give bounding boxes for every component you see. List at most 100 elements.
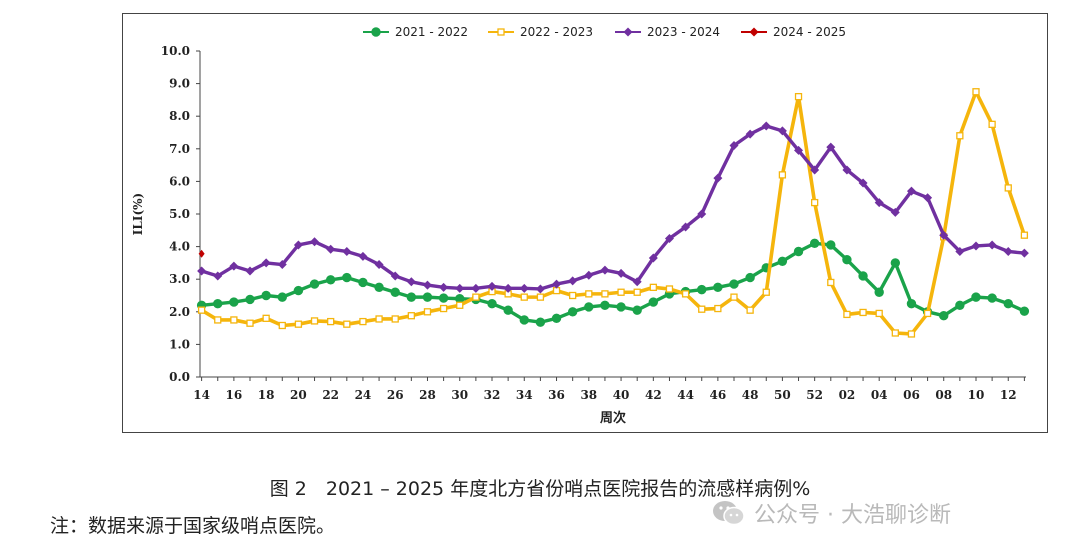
data-point [955, 246, 965, 256]
series-line [201, 241, 1026, 324]
series-2022-2023 [200, 89, 1027, 336]
data-point [1019, 248, 1029, 258]
data-point [503, 305, 513, 315]
y-tick-label: 9.0 [169, 77, 190, 91]
x-tick-label: 06 [903, 388, 920, 402]
data-point [890, 207, 900, 217]
data-point [293, 285, 304, 296]
data-point [535, 284, 545, 294]
data-point [342, 246, 352, 256]
data-point [309, 279, 320, 289]
y-axis-title: ILI(%) [131, 193, 145, 235]
y-tick-label: 5.0 [169, 207, 190, 221]
data-point [858, 271, 868, 281]
data-point [327, 317, 335, 326]
data-point [230, 316, 238, 324]
data-point [438, 293, 449, 303]
data-point [794, 92, 803, 101]
figure-caption: 图 2 2021 – 2025 年度北方省份哨点医院报告的流感样病例% [269, 478, 811, 500]
data-point [310, 317, 319, 325]
data-point [422, 292, 433, 302]
x-tick-label: 12 [1000, 388, 1017, 402]
legend-label: 2021 - 2022 [395, 25, 468, 39]
data-point [487, 298, 497, 309]
data-point [1020, 231, 1029, 239]
data-point [745, 129, 755, 139]
data-point [794, 145, 804, 155]
x-tick-label: 02 [839, 388, 856, 402]
data-point [278, 321, 286, 330]
data-point [277, 292, 287, 302]
data-point [793, 246, 804, 257]
data-point [809, 238, 820, 249]
data-point [277, 260, 287, 270]
data-point [762, 288, 770, 296]
x-tick-label: 04 [871, 388, 888, 402]
legend-marker [749, 27, 759, 37]
data-point [406, 277, 416, 287]
x-tick-label: 36 [548, 388, 565, 402]
data-point [616, 302, 626, 312]
data-point [262, 314, 270, 322]
x-tick-label: 22 [322, 388, 339, 402]
ili-line-chart: 0.0 1.0 2.0 3.0 4.0 5.0 6.0 7.0 8.0 9.0 10.0 ILI(%)… [131, 25, 1030, 426]
data-point [213, 271, 223, 281]
data-point [971, 241, 981, 251]
y-tick-label: 7.0 [169, 142, 190, 156]
data-point [342, 272, 352, 283]
data-point [423, 308, 432, 316]
data-point [681, 222, 691, 232]
data-point [293, 240, 303, 250]
x-tick-label: 38 [580, 388, 597, 402]
y-tick-label: 10.0 [161, 44, 190, 58]
data-point [390, 271, 400, 281]
data-point [761, 121, 771, 131]
x-tick-label: 18 [258, 388, 275, 402]
x-tick-label: 48 [742, 388, 759, 402]
data-point [988, 120, 996, 128]
data-point [601, 290, 609, 298]
series-2023-2024 [201, 124, 1025, 291]
data-point [713, 173, 723, 183]
chart-frame: 0.0 1.0 2.0 3.0 4.0 5.0 6.0 7.0 8.0 9.0 10.0 ILI(%)… [122, 13, 1048, 433]
data-point [842, 165, 852, 175]
data-point [584, 302, 594, 312]
data-point [391, 315, 399, 323]
data-point [585, 290, 593, 298]
data-point [422, 280, 432, 290]
data-point [390, 287, 400, 297]
watermark-text: 公众号 · 大浩聊诊断 [754, 503, 951, 528]
data-point [213, 298, 223, 309]
data-point [197, 306, 206, 314]
data-point [567, 307, 578, 317]
y-tick-label: 1.0 [169, 337, 190, 351]
legend-label: 2024 - 2025 [773, 25, 846, 39]
data-point [261, 290, 271, 301]
data-point [956, 132, 964, 140]
data-point [1019, 306, 1030, 316]
y-tick-label: 3.0 [169, 272, 190, 286]
wechat-watermark: 公众号 · 大浩聊诊断 [712, 497, 951, 529]
data-point [987, 293, 997, 303]
data-point [778, 171, 787, 179]
data-point [374, 282, 384, 293]
data-point [487, 281, 497, 291]
data-point [375, 315, 383, 323]
data-point [874, 198, 884, 208]
data-source-note: 注：数据来源于国家级哨点医院。 [50, 515, 336, 537]
data-point [439, 304, 448, 313]
x-tick-label: 16 [226, 388, 243, 402]
legend-marker [497, 28, 505, 36]
data-point [826, 142, 836, 152]
data-point [777, 256, 788, 266]
data-point [939, 230, 949, 240]
data-point [890, 258, 901, 268]
data-point [842, 254, 852, 265]
data-point [665, 285, 674, 293]
data-point [907, 330, 916, 338]
data-point [923, 193, 933, 203]
data-point [229, 297, 239, 307]
x-tick-label: 34 [516, 388, 533, 402]
data-point [633, 288, 641, 296]
x-tick-label: 08 [935, 388, 952, 402]
